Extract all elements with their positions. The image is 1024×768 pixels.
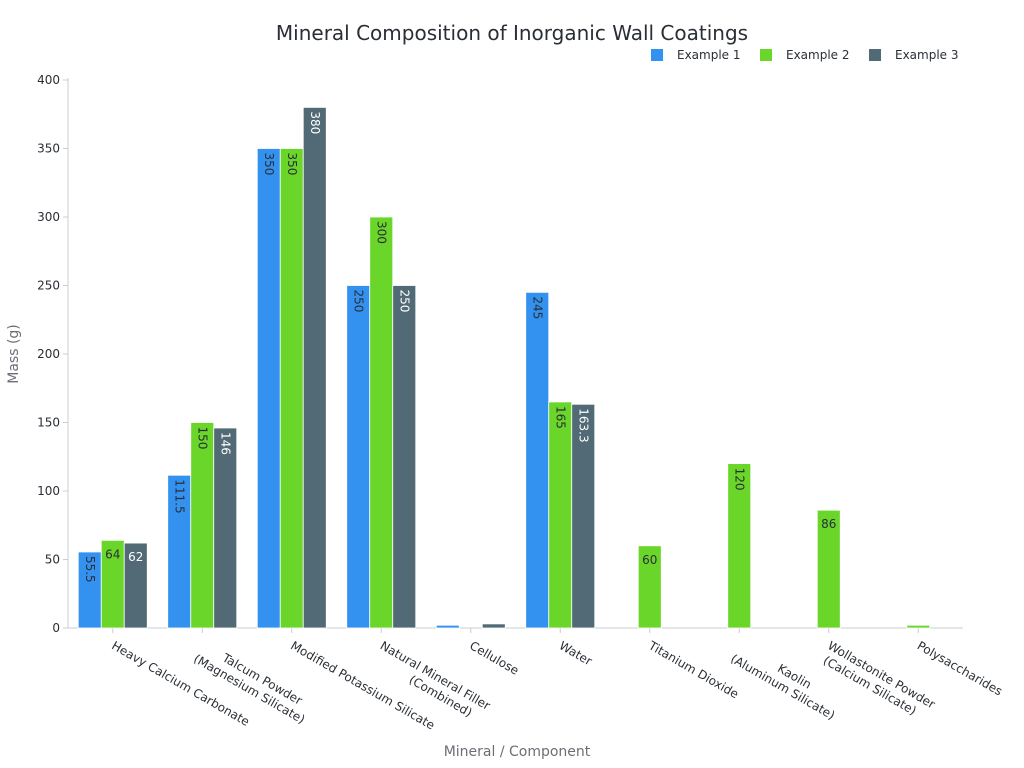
data-label: 60 [642,553,657,567]
bar [190,422,215,629]
x-tick-label: Polysaccharides [915,638,1005,698]
legend-swatch [651,49,663,61]
bar [816,509,841,629]
data-label: 165 [553,406,567,429]
x-tick-label: Water [557,638,595,668]
y-axis: 0 50 100 150 200 250 300 350 400 [37,73,69,635]
data-label: 250 [397,290,411,313]
y-tick-label: 350 [37,142,60,156]
data-label: 64 [105,547,120,561]
y-tick-label: 300 [37,210,60,224]
bar [346,285,371,629]
y-tick-label: 0 [52,621,60,635]
y-tick-label: 50 [45,553,60,567]
data-label: 380 [308,111,322,134]
data-label: 111.5 [172,479,186,513]
bars [77,107,931,629]
data-label: 250 [351,290,365,313]
x-tick-label: Cellulose [467,638,521,677]
y-tick-label: 100 [37,484,60,498]
bar [435,624,460,629]
data-label: 86 [821,517,836,531]
bar [481,623,506,629]
bar [256,148,281,629]
legend-swatch [760,49,772,61]
data-label: 150 [195,427,209,450]
legend-label: Example 3 [895,48,959,62]
bar [571,403,596,629]
bar [213,427,238,629]
y-tick-label: 400 [37,73,60,87]
bar [637,545,662,629]
x-tick-label: Titanium Dioxide [645,638,741,701]
bar [548,401,573,629]
data-label: 55.5 [83,556,97,583]
bar [392,285,417,629]
bar [906,624,931,629]
data-label: 300 [374,221,388,244]
data-label: 62 [128,550,143,564]
chart-title: Mineral Composition of Inorganic Wall Co… [276,21,748,45]
y-tick-label: 200 [37,347,60,361]
legend: Example 1 Example 2 Example 3 [651,48,959,62]
bar [123,542,148,629]
bar [727,463,752,629]
data-label: 120 [732,468,746,491]
y-axis-title: Mass (g) [6,324,22,384]
data-labels: 55.5 111.5 350 250 245 64 150 350 300 165 60 120 86 6… [83,111,837,582]
legend-label: Example 2 [786,48,850,62]
data-label: 163.3 [576,408,590,442]
x-axis-title: Mineral / Component [444,744,591,760]
data-label: 146 [218,432,232,455]
data-label: 350 [285,153,299,176]
data-label: 245 [530,296,544,319]
y-tick-label: 150 [37,416,60,430]
bar [369,216,394,629]
legend-label: Example 1 [677,48,741,62]
bar [279,148,304,629]
bar [302,107,327,629]
legend-swatch [869,49,881,61]
data-label: 350 [262,153,276,176]
y-tick-label: 250 [37,279,60,293]
bar [525,291,550,629]
